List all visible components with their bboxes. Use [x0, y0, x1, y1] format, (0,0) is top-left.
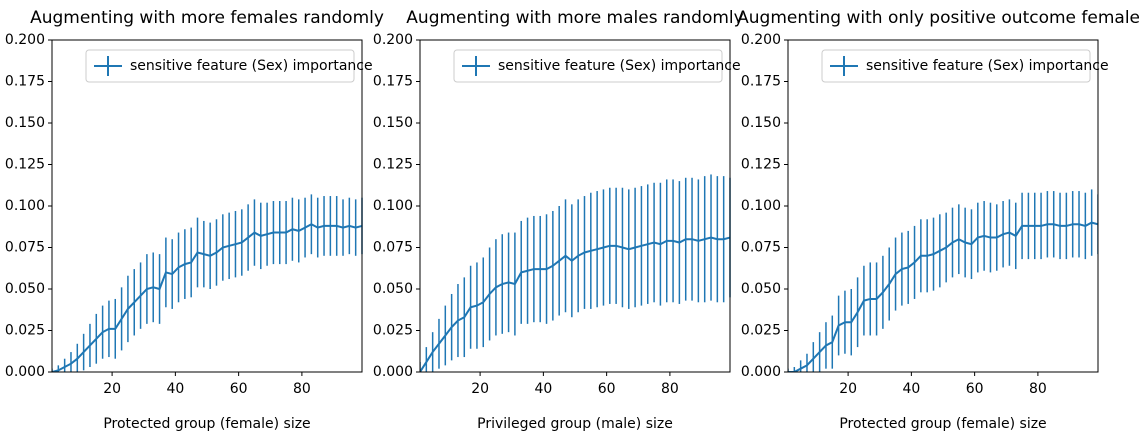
x-tick-label: 80	[1029, 381, 1047, 397]
x-axis-label: Privileged group (male) size	[477, 416, 673, 432]
y-tick-label: 0.075	[373, 240, 413, 256]
x-tick-label: 40	[902, 381, 920, 397]
y-tick-label: 0.100	[373, 198, 413, 214]
x-tick-label: 20	[839, 381, 857, 397]
y-tick-label: 0.200	[741, 32, 781, 48]
y-tick-label: 0.175	[741, 74, 781, 90]
x-tick-label: 40	[534, 381, 552, 397]
y-tick-label: 0.150	[373, 115, 413, 131]
legend-label: sensitive feature (Sex) importance	[130, 58, 373, 74]
x-tick-label: 60	[966, 381, 984, 397]
axes-frame	[787, 39, 1099, 373]
subplot-title: Augmenting with more females randomly	[30, 8, 384, 28]
y-tick-label: 0.175	[5, 74, 45, 90]
x-tick-label: 80	[293, 381, 311, 397]
x-tick-label: 60	[598, 381, 616, 397]
y-tick-label: 0.050	[373, 281, 413, 297]
y-tick-label: 0.000	[373, 364, 413, 380]
axes-frame	[419, 39, 731, 373]
subplot: Augmenting with more males randomly Privi…	[373, 8, 744, 432]
subplot: Augmenting with only positive outcome fe…	[737, 8, 1139, 432]
legend-box	[453, 49, 723, 83]
x-tick-label: 40	[166, 381, 184, 397]
y-tick-label: 0.150	[741, 115, 781, 131]
y-tick-label: 0.050	[5, 281, 45, 297]
x-tick-label: 20	[471, 381, 489, 397]
legend-box	[821, 49, 1091, 83]
y-tick-label: 0.150	[5, 115, 45, 131]
y-tick-label: 0.125	[5, 157, 45, 173]
legend-label: sensitive feature (Sex) importance	[866, 58, 1109, 74]
axes-frame	[51, 39, 363, 373]
y-tick-label: 0.025	[373, 323, 413, 339]
series-line	[52, 223, 363, 372]
x-tick-label: 80	[661, 381, 679, 397]
x-tick-label: 60	[230, 381, 248, 397]
y-tick-label: 0.125	[373, 157, 413, 173]
x-axis-label: Protected group (female) size	[839, 416, 1046, 432]
y-tick-label: 0.200	[5, 32, 45, 48]
y-tick-label: 0.075	[741, 240, 781, 256]
y-tick-label: 0.050	[741, 281, 781, 297]
x-axis-label: Protected group (female) size	[103, 416, 310, 432]
plot-area	[420, 174, 731, 372]
subplot-title: Augmenting with more males randomly	[406, 8, 743, 28]
x-tick-label: 20	[103, 381, 121, 397]
y-tick-label: 0.125	[741, 157, 781, 173]
series-line	[788, 221, 1098, 372]
series-line	[420, 236, 731, 372]
y-tick-label: 0.025	[741, 323, 781, 339]
y-tick-label: 0.000	[5, 364, 45, 380]
subplot-title: Augmenting with only positive outcome fe…	[737, 8, 1139, 28]
y-tick-label: 0.175	[373, 74, 413, 90]
y-tick-label: 0.025	[5, 323, 45, 339]
y-tick-label: 0.100	[5, 198, 45, 214]
subplot: Augmenting with more females randomly Pro…	[5, 8, 384, 432]
plot-area	[52, 194, 363, 372]
y-tick-label: 0.075	[5, 240, 45, 256]
plot-area	[788, 189, 1098, 372]
legend-label: sensitive feature (Sex) importance	[498, 58, 741, 74]
y-tick-label: 0.000	[741, 364, 781, 380]
y-tick-label: 0.200	[373, 32, 413, 48]
legend-box	[85, 49, 355, 83]
y-tick-label: 0.100	[741, 198, 781, 214]
